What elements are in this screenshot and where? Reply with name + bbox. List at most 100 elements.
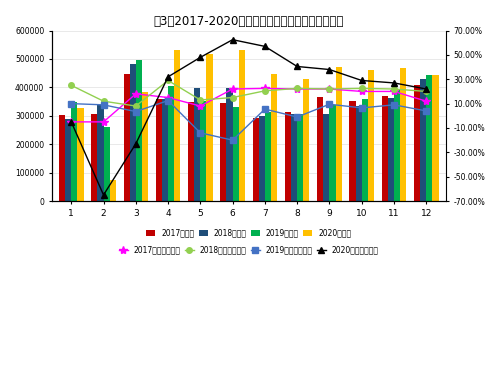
2017年同比增长率 (198, 104, 203, 108)
Bar (252, 118, 259, 201)
2020年同比增长率 (358, 78, 364, 83)
Bar (259, 116, 265, 201)
2017年同比增长率 (391, 89, 397, 94)
Line: 2018年同比增长率: 2018年同比增长率 (68, 78, 429, 109)
2020年同比增长率 (165, 75, 171, 79)
2018年同比增长率 (262, 89, 268, 93)
2018年同比增长率 (100, 99, 106, 103)
2020年同比增长率 (68, 120, 74, 124)
Bar (174, 49, 180, 201)
Bar (317, 97, 324, 201)
Bar (420, 80, 426, 201)
2017年同比增长率 (68, 120, 74, 124)
2018年同比增长率 (358, 86, 364, 91)
Bar (432, 75, 438, 201)
Bar (200, 101, 206, 201)
Bar (194, 88, 200, 201)
Bar (356, 106, 362, 201)
2018年同比增长率 (133, 104, 139, 108)
Title: 图3：2017-2020年月度商用车销量及同比变化情况: 图3：2017-2020年月度商用车销量及同比变化情况 (154, 15, 344, 28)
Bar (142, 92, 148, 201)
2019年同比增长率 (391, 103, 397, 107)
Bar (330, 105, 336, 201)
2017年同比增长率 (100, 120, 106, 124)
Bar (271, 74, 277, 201)
2019年同比增长率 (294, 115, 300, 119)
Bar (130, 64, 136, 201)
Line: 2017年同比增长率: 2017年同比增长率 (67, 84, 430, 126)
2017年同比增长率 (358, 89, 364, 94)
Bar (220, 103, 226, 201)
Bar (368, 70, 374, 201)
Bar (324, 113, 330, 201)
2019年同比增长率 (423, 109, 429, 113)
Bar (124, 74, 130, 201)
Bar (136, 60, 142, 201)
Bar (394, 89, 400, 201)
2017年同比增长率 (423, 99, 429, 103)
2017年同比增长率 (294, 87, 300, 91)
Bar (232, 107, 238, 201)
Bar (382, 96, 388, 201)
2020年同比增长率 (198, 55, 203, 60)
Line: 2019年同比增长率: 2019年同比增长率 (68, 98, 429, 143)
Bar (238, 49, 245, 201)
2018年同比增长率 (326, 87, 332, 91)
Bar (156, 99, 162, 201)
2018年同比增长率 (391, 87, 397, 91)
Bar (388, 98, 394, 201)
2020年同比增长率 (262, 44, 268, 49)
Bar (297, 114, 304, 201)
Bar (226, 88, 232, 201)
Bar (188, 102, 194, 201)
2017年同比增长率 (133, 92, 139, 96)
Bar (414, 85, 420, 201)
2019年同比增长率 (100, 103, 106, 107)
Bar (336, 67, 342, 201)
2017年同比增长率 (230, 87, 235, 91)
2018年同比增长率 (230, 95, 235, 100)
2020年同比增长率 (230, 38, 235, 42)
Legend: 2017年同比增长率, 2018年同比增长率, 2019年同比增长率, 2020年同比增长率: 2017年同比增长率, 2018年同比增长率, 2019年同比增长率, 2020… (118, 246, 379, 255)
Bar (304, 79, 310, 201)
Bar (92, 114, 98, 201)
2019年同比增长率 (230, 138, 235, 142)
2018年同比增长率 (68, 83, 74, 87)
Bar (350, 101, 356, 201)
2019年同比增长率 (68, 102, 74, 106)
Bar (206, 54, 212, 201)
Bar (162, 99, 168, 201)
2017年同比增长率 (262, 86, 268, 91)
Bar (400, 68, 406, 201)
2019年同比增长率 (133, 109, 139, 114)
Bar (291, 113, 297, 201)
Bar (362, 99, 368, 201)
Bar (426, 75, 432, 201)
2018年同比增长率 (294, 86, 300, 91)
2019年同比增长率 (262, 107, 268, 111)
Line: 2020年同比增长率: 2020年同比增长率 (68, 37, 429, 198)
2020年同比增长率 (133, 142, 139, 146)
Bar (78, 108, 84, 201)
2020年同比增长率 (391, 81, 397, 85)
2020年同比增长率 (294, 64, 300, 69)
Bar (65, 119, 71, 201)
Bar (285, 112, 291, 201)
2020年同比增长率 (423, 87, 429, 91)
Bar (168, 86, 174, 201)
2018年同比增长率 (165, 78, 171, 83)
Bar (98, 105, 103, 201)
2019年同比增长率 (326, 102, 332, 106)
2018年同比增长率 (198, 98, 203, 102)
Bar (104, 127, 110, 201)
2017年同比增长率 (326, 87, 332, 91)
2019年同比增长率 (198, 131, 203, 135)
2020年同比增长率 (100, 193, 106, 197)
2020年同比增长率 (326, 67, 332, 72)
Bar (59, 115, 65, 201)
2019年同比增长率 (358, 106, 364, 110)
2019年同比增长率 (165, 98, 171, 103)
Bar (110, 180, 116, 201)
Bar (72, 102, 78, 201)
Bar (265, 112, 271, 201)
